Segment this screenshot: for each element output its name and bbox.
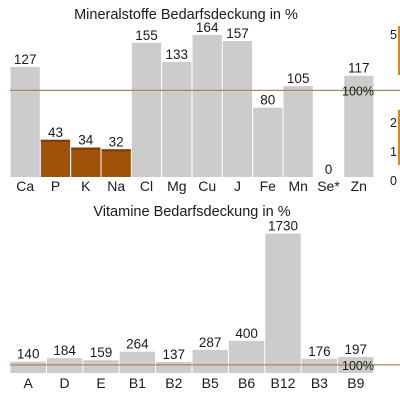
value-label: 137 xyxy=(163,347,186,362)
bar-b3 xyxy=(301,358,338,373)
bar-cap xyxy=(40,139,71,142)
category-label: B5 xyxy=(202,375,219,391)
value-label: 1730 xyxy=(268,219,298,234)
side-axis-tick: 0 xyxy=(390,174,397,188)
reference-label: 100% xyxy=(342,359,374,373)
value-label: 34 xyxy=(78,133,94,148)
category-label: E xyxy=(96,375,105,391)
bar-j xyxy=(222,41,253,177)
category-label: B12 xyxy=(271,375,296,391)
bar-b6 xyxy=(228,340,265,373)
bar-k xyxy=(71,147,101,177)
bar-mg xyxy=(162,61,192,177)
category-label: Se* xyxy=(317,178,340,194)
category-label: Ca xyxy=(16,178,34,194)
bar-cl xyxy=(131,42,162,177)
value-label: 400 xyxy=(235,326,258,341)
bar-b5 xyxy=(192,349,228,373)
side-axis: 5 2 1 0 xyxy=(390,26,400,188)
category-label: B9 xyxy=(347,375,364,391)
category-label: P xyxy=(51,178,60,194)
side-axis-tick: 5 xyxy=(390,28,397,42)
category-label: B6 xyxy=(238,375,255,391)
category-label: Zn xyxy=(351,178,367,194)
bar-b12 xyxy=(265,233,301,373)
bar-zn xyxy=(344,75,374,177)
category-label: Mn xyxy=(288,178,307,194)
value-label: 80 xyxy=(260,93,275,108)
value-label: 184 xyxy=(53,343,76,358)
category-label: B2 xyxy=(165,375,182,391)
bar-mn xyxy=(283,86,313,177)
bar-na xyxy=(101,149,131,177)
value-label: 287 xyxy=(199,335,222,350)
category-label: A xyxy=(24,375,34,391)
value-label: 133 xyxy=(166,47,189,62)
value-label: 157 xyxy=(226,26,249,41)
bar-cap xyxy=(101,149,131,152)
reference-label: 100% xyxy=(342,84,374,98)
bar-p xyxy=(40,139,71,177)
category-label: Cu xyxy=(198,178,216,194)
value-label: 164 xyxy=(196,20,219,35)
value-label: 0 xyxy=(325,162,333,177)
bar-cap xyxy=(71,147,101,150)
chart-2: Vitamine Bedarfsdeckung in % 140 A 184 D 159 E… xyxy=(10,204,400,391)
bar-b1 xyxy=(119,351,156,373)
value-label: 105 xyxy=(287,71,310,86)
bar-b2 xyxy=(156,362,192,373)
category-label: D xyxy=(60,375,70,391)
value-label: 140 xyxy=(17,347,40,362)
category-label: J xyxy=(234,178,241,194)
value-label: 264 xyxy=(126,337,149,352)
category-label: Na xyxy=(107,178,125,194)
category-label: K xyxy=(81,178,91,194)
bar-e xyxy=(83,360,119,373)
category-label: Cl xyxy=(140,178,153,194)
value-label: 127 xyxy=(14,52,37,67)
bar-d xyxy=(46,358,83,373)
value-label: 43 xyxy=(48,125,63,140)
category-label: Mg xyxy=(167,178,186,194)
bar-a xyxy=(10,361,46,373)
bar-ca xyxy=(10,67,40,177)
value-label: 32 xyxy=(109,134,124,149)
category-label: B1 xyxy=(129,375,146,391)
category-label: Fe xyxy=(260,178,277,194)
value-label: 197 xyxy=(345,342,368,357)
bar-fe xyxy=(253,107,283,177)
chart-title: Mineralstoffe Bedarfsdeckung in % xyxy=(74,7,298,23)
value-label: 155 xyxy=(135,28,158,43)
side-axis-tick: 1 xyxy=(390,145,397,159)
category-label: B3 xyxy=(311,375,328,391)
value-label: 117 xyxy=(348,61,370,76)
chart-title: Vitamine Bedarfsdeckung in % xyxy=(93,204,290,220)
chart-1: Mineralstoffe Bedarfsdeckung in % 127 Ca 43… xyxy=(10,7,400,194)
bar-cu xyxy=(192,35,222,177)
side-axis-tick: 2 xyxy=(390,116,397,130)
value-label: 176 xyxy=(308,344,331,359)
value-label: 159 xyxy=(90,345,113,360)
